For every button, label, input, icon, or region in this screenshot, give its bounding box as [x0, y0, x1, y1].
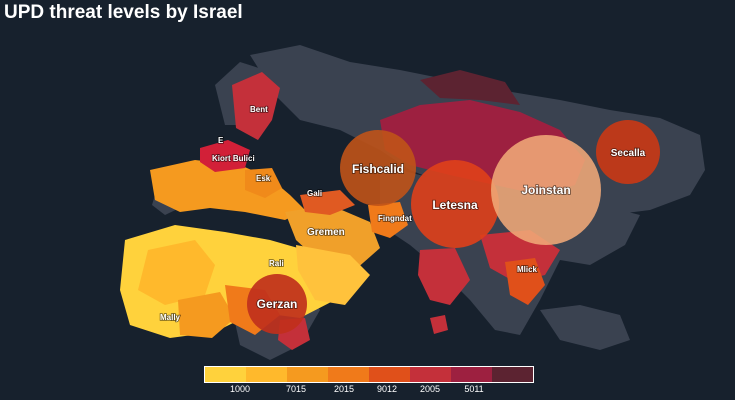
region-far-north-asia: [420, 70, 520, 105]
bubble-label: Gerzan: [257, 297, 298, 311]
legend-swatch: [451, 367, 492, 382]
region-label: Fingndat: [378, 214, 412, 223]
legend-color-scale: [204, 366, 534, 383]
bubble-label: Secalla: [611, 148, 646, 159]
region-label: Kiort Bulici: [212, 154, 255, 163]
color-legend: 1000 7015 2015 9012 2005 5011: [204, 366, 534, 398]
legend-swatch: [410, 367, 451, 382]
legend-swatch: [492, 367, 533, 382]
legend-swatch: [328, 367, 369, 382]
map-title: UPD threat levels by Israel: [4, 2, 243, 23]
region-label: Bent: [250, 105, 268, 114]
legend-tick-label: 7015: [285, 384, 307, 394]
region-label: Mlick: [517, 265, 538, 274]
threat-bubbles: [247, 120, 660, 334]
region-europe-south: [150, 160, 305, 220]
legend-tick-label: 5011: [464, 384, 484, 394]
region-label: Mally: [160, 313, 181, 322]
region-middle-east: [285, 205, 380, 270]
bubble-fishcalid: [340, 130, 416, 206]
region-label: Gremen: [307, 227, 345, 238]
land-southeast-islands: [540, 305, 630, 350]
legend-swatch: [205, 367, 246, 382]
region-labels: Bent E Kiort Bulici Esk Gali Fingndat Gr…: [159, 104, 538, 323]
bubble-label: Letesna: [432, 198, 478, 212]
threat-regions: [120, 70, 585, 350]
bubble-labels: Fishcalid Letesna Joinstan Secalla Gerza…: [256, 147, 647, 312]
bubble-label: Joinstan: [521, 183, 570, 197]
legend-swatch: [369, 367, 410, 382]
region-label: Rali: [269, 259, 284, 268]
legend-tick-label: 1000: [229, 384, 251, 394]
region-label: Esk: [256, 174, 271, 183]
legend-swatch: [287, 367, 328, 382]
region-north-africa-west: [138, 240, 215, 305]
region-west-africa: [178, 292, 235, 338]
bubble-joinstan: [491, 135, 601, 245]
bubble-gerzan: [247, 274, 307, 334]
region-eastern-europe: [232, 72, 280, 140]
legend-tick-label: 9012: [376, 384, 398, 394]
region-iran: [368, 202, 408, 238]
bubble-letesna: [411, 160, 499, 248]
region-label: Gali: [307, 189, 322, 198]
bubble-label: Fishcalid: [352, 162, 404, 176]
region-arabia: [296, 245, 370, 305]
legend-tick-label: 2005: [419, 384, 441, 394]
bubble-secalla: [596, 120, 660, 184]
legend-swatch: [246, 367, 287, 382]
legend-tick-label: 2015: [333, 384, 355, 394]
region-caucasus: [300, 190, 355, 215]
region-indonesia: [430, 315, 448, 334]
region-label: E: [218, 136, 224, 145]
region-south-asia: [418, 248, 470, 305]
region-balkans: [245, 168, 282, 198]
region-europe-central: [200, 140, 250, 172]
region-indochina: [505, 258, 545, 305]
